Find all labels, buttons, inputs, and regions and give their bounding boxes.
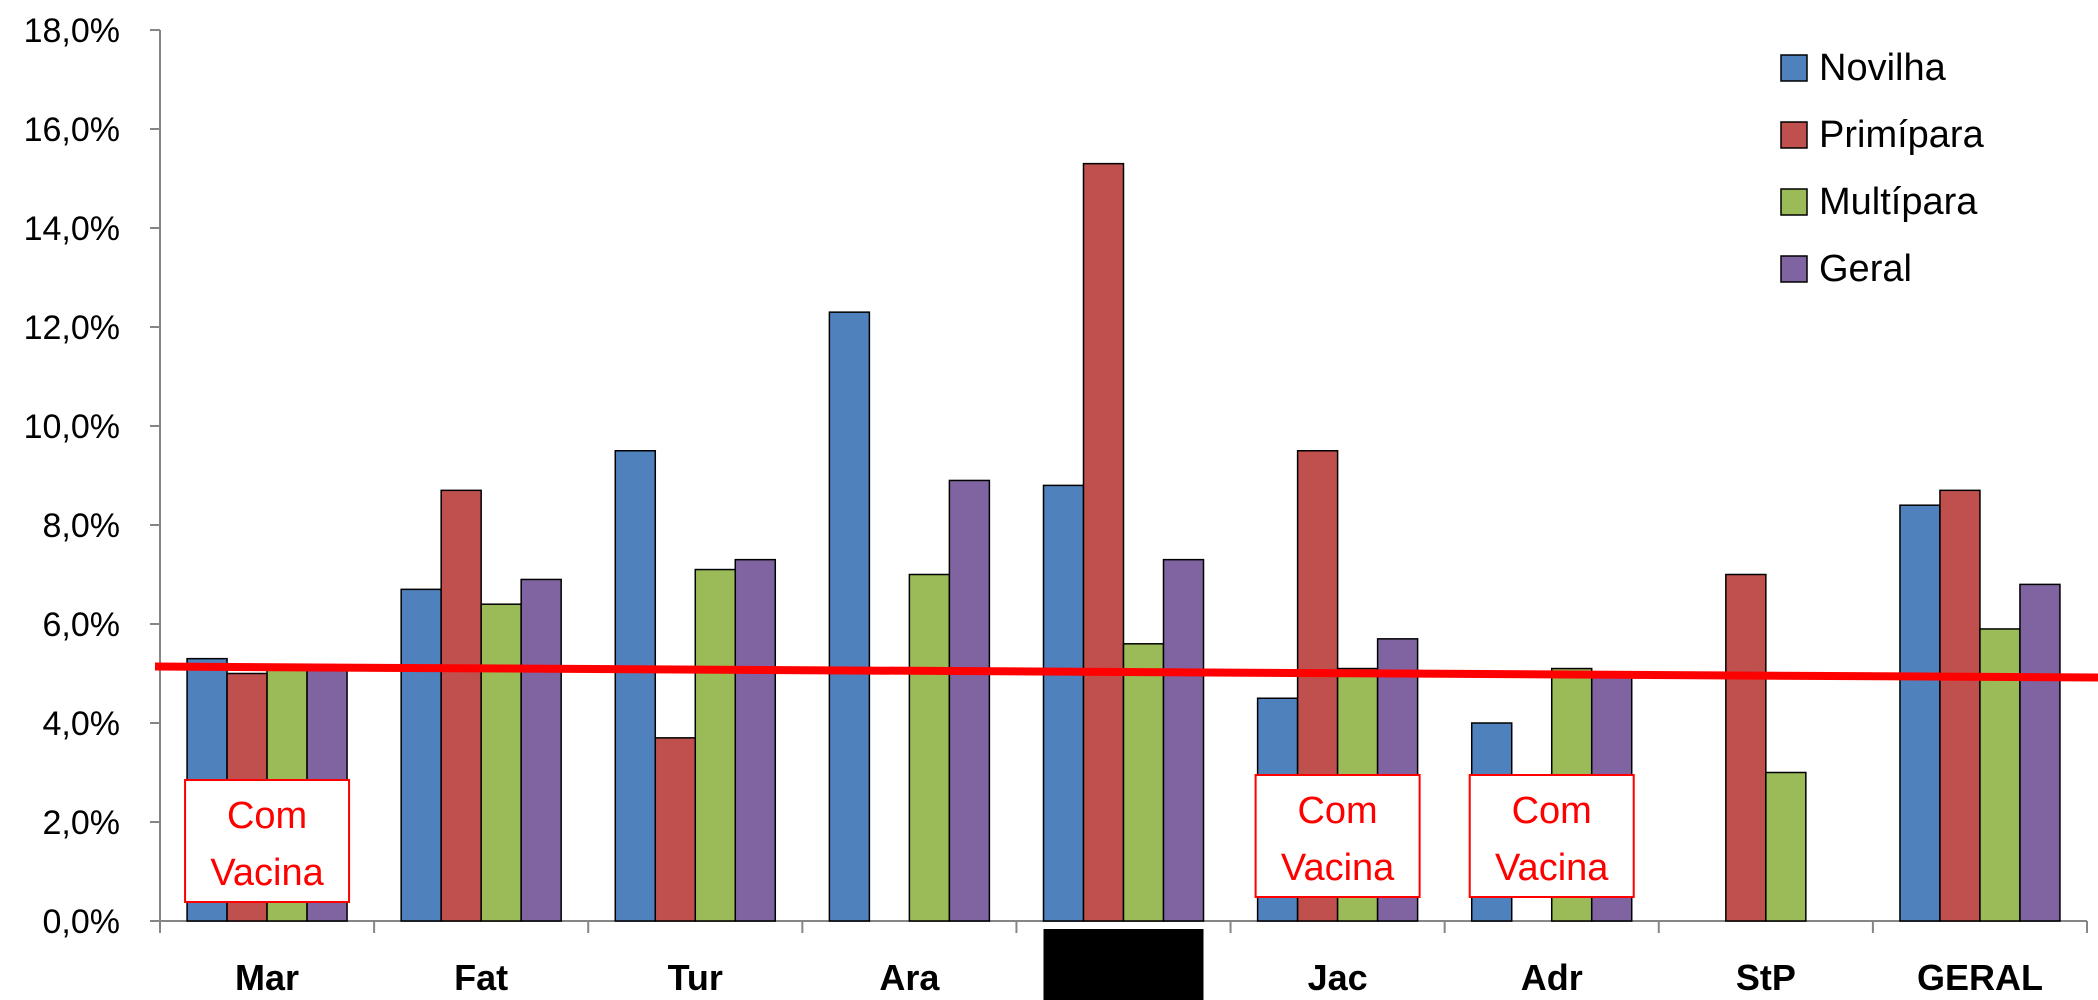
x-category-label: StP bbox=[1736, 957, 1796, 998]
y-tick-label: 2,0% bbox=[43, 804, 121, 842]
legend-entry: Primípara bbox=[1780, 114, 1985, 156]
bar-geral bbox=[1162, 558, 1205, 922]
bar-prim-para bbox=[1939, 489, 1981, 922]
legend-label: Multípara bbox=[1819, 181, 1978, 223]
legend-swatch bbox=[1780, 255, 1808, 283]
annotation-frame bbox=[184, 779, 351, 903]
legend-swatch bbox=[1780, 188, 1808, 216]
bar-novilha bbox=[1899, 504, 1941, 922]
bar-novilha bbox=[614, 450, 657, 922]
x-category-label: GERAL bbox=[1917, 957, 2043, 998]
redaction-block bbox=[1043, 929, 1204, 1000]
bar-mult-para bbox=[908, 573, 951, 922]
bar-mult-para bbox=[1979, 628, 2021, 922]
bar-novilha bbox=[828, 311, 871, 922]
y-tick-label: 6,0% bbox=[43, 606, 121, 644]
annotation-box: Com Vacina bbox=[1468, 774, 1635, 898]
bar-mult-para bbox=[694, 568, 737, 922]
annotation-line1: Com bbox=[1297, 790, 1377, 832]
y-tick-label: 0,0% bbox=[43, 903, 121, 941]
x-category-label: Adr bbox=[1521, 957, 1583, 998]
legend-entry: Novilha bbox=[1780, 47, 1947, 89]
y-tick-label: 12,0% bbox=[24, 309, 120, 347]
y-tick-label: 16,0% bbox=[24, 111, 120, 149]
annotation-box: Com Vacina bbox=[1254, 774, 1421, 898]
reference-line bbox=[154, 662, 2098, 682]
x-category-label: Ara bbox=[879, 957, 940, 998]
legend-entry: Geral bbox=[1780, 248, 1912, 290]
y-tick-label: 18,0% bbox=[24, 12, 120, 50]
bar-novilha bbox=[400, 588, 442, 922]
y-tick-label: 8,0% bbox=[43, 507, 121, 545]
bar-geral bbox=[520, 578, 562, 922]
bar-geral bbox=[948, 479, 991, 922]
reference-line-group bbox=[154, 662, 2098, 682]
x-category-label: Jac bbox=[1308, 957, 1368, 998]
bar-novilha bbox=[1042, 484, 1085, 922]
legend-label: Primípara bbox=[1819, 114, 1985, 156]
legend: Novilha Primípara Multípara Geral bbox=[1780, 47, 1985, 290]
annotation-line1: Com bbox=[227, 795, 307, 837]
bar-geral bbox=[2019, 583, 2061, 922]
y-axis: 0,0% 2,0% 4,0% 6,0% 8,0% 10,0% 12,0% 14,0% 16,0%… bbox=[24, 12, 161, 941]
legend-entry: Multípara bbox=[1780, 181, 1978, 223]
bar-mult-para bbox=[1765, 771, 1807, 922]
annotation-line1: Com bbox=[1512, 790, 1592, 832]
annotation-frame bbox=[1254, 774, 1421, 898]
annotation-line2: Vacina bbox=[1281, 847, 1395, 889]
bars bbox=[186, 162, 2061, 922]
redaction-group bbox=[1043, 929, 1204, 1000]
x-category-label: Fat bbox=[454, 957, 508, 998]
y-tick-label: 10,0% bbox=[24, 408, 120, 446]
annotation-line2: Vacina bbox=[210, 852, 324, 894]
bar-prim-para bbox=[1725, 573, 1767, 922]
bar-prim-para bbox=[654, 737, 697, 922]
annotations: Com Vacina Com Vacina Com Vacina bbox=[184, 774, 1635, 903]
bar-prim-para bbox=[440, 489, 482, 922]
bar-mult-para bbox=[1122, 643, 1165, 922]
x-category-label: Tur bbox=[668, 957, 723, 998]
bar-prim-para bbox=[1082, 162, 1125, 922]
x-category-label: Mar bbox=[235, 957, 299, 998]
legend-swatch bbox=[1780, 54, 1808, 82]
annotation-frame bbox=[1468, 774, 1635, 898]
bar-geral bbox=[734, 558, 777, 922]
annotation-box: Com Vacina bbox=[184, 779, 351, 903]
y-tick-label: 4,0% bbox=[43, 705, 121, 743]
y-tick-label: 14,0% bbox=[24, 210, 120, 248]
annotation-line2: Vacina bbox=[1495, 847, 1609, 889]
legend-swatch bbox=[1780, 121, 1808, 149]
legend-label: Geral bbox=[1819, 248, 1912, 290]
bar-mult-para bbox=[480, 603, 522, 922]
legend-label: Novilha bbox=[1819, 47, 1947, 89]
